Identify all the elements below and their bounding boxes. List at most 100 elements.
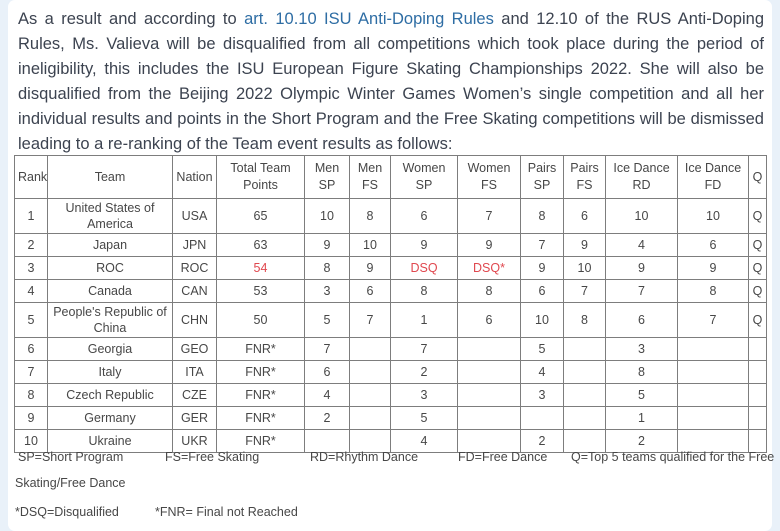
document-page: As a result and according to art. 10.10 … [8,0,775,531]
table-row: 8 Czech Republic CZE FNR* 4 3 3 5 [14,383,767,407]
table-cell: 8 [457,279,521,303]
legend-item: RD=Rhythm Dance [310,450,419,464]
column-header: Men SP [304,155,350,199]
table-cell [457,360,521,384]
table-cell: 9 [605,256,678,280]
column-header-line2: RD [632,178,651,192]
table-cell: 9 [520,256,564,280]
table-cell [563,406,606,430]
column-header-line2: FS [481,178,497,192]
table-cell [563,360,606,384]
table-cell: 54 [216,256,305,280]
column-header-line1: Pairs [570,161,599,175]
column-header: Pairs FS [563,155,606,199]
table-cell: 4 [304,383,350,407]
table-cell: 9 [677,256,749,280]
footnote-row: *DSQ=Disqualified *FNR= Final not Reache… [8,505,772,523]
table-cell: 4 [520,360,564,384]
table-row: 1 United States of America USA 65 10 8 6 7 8 6 10 1… [14,198,767,234]
column-header-line2: FS [576,178,593,192]
table-cell: 10 [304,198,350,234]
table-cell: 9 [390,233,458,257]
table-cell: 2 [14,233,48,257]
table-cell: 6 [605,302,678,338]
table-cell: Georgia [47,337,173,361]
table-cell: 8 [677,279,749,303]
legend-wrap-line: Skating/Free Dance [15,476,126,490]
column-header: Ice Dance RD [605,155,678,199]
table-cell: 10 [14,429,48,453]
table-cell: 6 [677,233,749,257]
table-cell: 1 [14,198,48,234]
table-cell: DSQ [390,256,458,280]
table-row: 7 Italy ITA FNR* 6 2 4 8 [14,360,767,384]
table-cell: 7 [563,279,606,303]
table-head: Rank Team Nation Total Team Points Men SP Men FS… [14,155,767,199]
table-cell [520,406,564,430]
table-cell: 8 [349,198,391,234]
table-cell: 6 [457,302,521,338]
table-cell: Q [748,256,767,280]
table-cell: CZE [172,383,217,407]
legend-row: SP=Short Program FS=Free Skating RD=Rhythm… [8,450,775,468]
table-cell [563,337,606,361]
table-row: 9 Germany GER FNR* 2 5 1 [14,406,767,430]
table-cell: 9 [14,406,48,430]
table-row: 6 Georgia GEO FNR* 7 7 5 3 [14,337,767,361]
table-cell: 7 [349,302,391,338]
table-cell: 4 [390,429,458,453]
table-cell: 7 [390,337,458,361]
table-cell: Germany [47,406,173,430]
table-row: 10 Ukraine UKR FNR* 4 2 2 [14,429,767,453]
table-cell: GER [172,406,217,430]
table-cell: 3 [520,383,564,407]
table-cell: 9 [457,233,521,257]
table-cell: 6 [390,198,458,234]
anti-doping-rules-link[interactable]: art. 10.10 ISU Anti-Doping Rules [244,10,494,28]
table-cell: 5 [390,406,458,430]
table-row: 2 Japan JPN 63 9 10 9 9 7 9 4 6 Q [14,233,767,257]
table-cell [748,360,767,384]
table-cell: 9 [563,233,606,257]
table-cell [457,383,521,407]
table-cell: 5 [304,302,350,338]
table-cell: FNR* [216,429,305,453]
table-cell: 4 [14,279,48,303]
column-header-line1: Women [402,161,446,175]
column-header-line2: SP [533,178,551,192]
table-cell: 1 [390,302,458,338]
paragraph-text-before: As a result and according to [18,10,245,28]
column-header: Rank [14,155,48,199]
table-cell [457,337,521,361]
legend-item: FS=Free Skating [165,450,260,464]
table-header-row: Rank Team Nation Total Team Points Men SP Men FS… [14,155,767,199]
column-header-line1: Q [752,169,763,184]
column-header-line2: FS [362,178,378,192]
column-header-line1: Nation [176,169,213,184]
column-header-line1: Rank [18,169,48,184]
table-cell: 7 [304,337,350,361]
table-row: 4 Canada CAN 53 3 6 8 8 6 7 7 8 Q [14,279,767,303]
column-header-line2: SP [318,178,336,192]
table-cell: 6 [14,337,48,361]
table-cell: 8 [304,256,350,280]
table-cell: Canada [47,279,173,303]
table-cell: FNR* [216,406,305,430]
column-header: Men FS [349,155,391,199]
table-cell [457,406,521,430]
table-cell: Q [748,233,767,257]
table-cell: ROC [47,256,173,280]
table-cell: Ukraine [47,429,173,453]
table-cell: 1 [605,406,678,430]
table-cell: 7 [677,302,749,338]
paragraph-text-after: and 12.10 of the RUS Anti-Doping Rules, … [18,10,765,153]
table-cell: CHN [172,302,217,338]
table-cell: Q [748,198,767,234]
legend-item: Q=Top 5 teams qualified for the Free [571,450,775,464]
table-cell: 10 [563,256,606,280]
column-header-line2: Points [243,178,278,192]
table-cell: Q [748,302,767,338]
dsq-footnote: *DSQ=Disqualified [15,505,119,519]
table-cell [748,406,767,430]
table-cell: 6 [349,279,391,303]
